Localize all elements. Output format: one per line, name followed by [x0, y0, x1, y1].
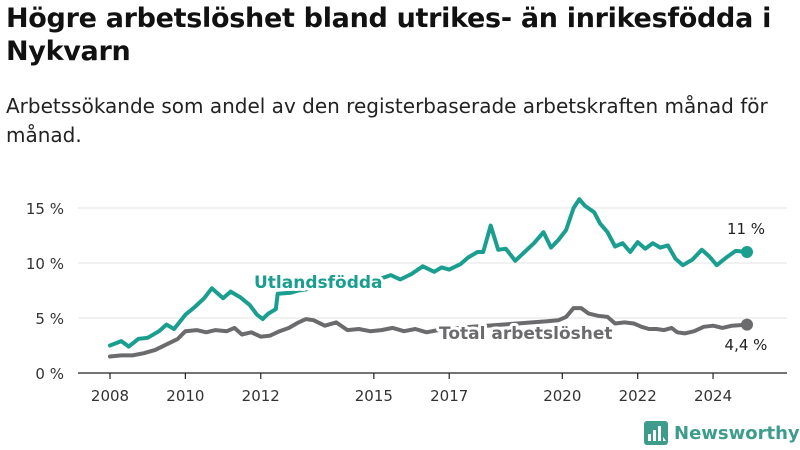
series-end-point-1 — [741, 318, 753, 331]
series-line-1 — [108, 306, 749, 359]
y-axis-tick-labels: 0 % 5 % 10 % 15 % — [26, 200, 64, 383]
x-tick-label: 2012 — [242, 387, 280, 405]
end-label-utlandsfodda: 11 % — [727, 220, 765, 238]
chart-subtitle: Arbetssökande som andel av den registerb… — [6, 94, 768, 147]
y-tick-label: 15 % — [26, 200, 64, 218]
x-tick-label: 2010 — [166, 387, 204, 405]
end-label-total: 4,4 % — [725, 336, 768, 354]
series-labels: Utlandsfödda Total arbetslöshet 11 % 4,4… — [251, 220, 768, 354]
x-tick-label: 2020 — [543, 387, 581, 405]
series-line-0 — [108, 197, 749, 349]
x-axis — [78, 372, 787, 379]
series-lines — [108, 197, 753, 359]
series-label-total: Total arbetslöshet — [439, 324, 613, 344]
x-axis-tick-labels: 2008 2010 2012 2015 2017 2020 2022 2024 — [91, 387, 732, 405]
y-tick-label: 0 % — [35, 365, 64, 383]
y-tick-label: 10 % — [26, 255, 64, 273]
line-chart: 0 %5 %10 %15 % 2008 2010 2012 2015 2017 2020 2… — [26, 197, 787, 405]
y-tick-label: 5 % — [35, 310, 64, 328]
x-tick-label: 2008 — [91, 387, 129, 405]
x-tick-label: 2024 — [694, 387, 732, 405]
chart-title: Högre arbetslöshet bland utrikes- än inr… — [6, 3, 772, 67]
x-tick-label: 2022 — [619, 387, 657, 405]
newsworthy-logo-icon — [644, 421, 668, 445]
newsworthy-logo-text: Newsworthy — [674, 422, 800, 444]
x-tick-label: 2015 — [355, 387, 393, 405]
newsworthy-logo: Newsworthy — [644, 419, 800, 447]
series-label-utlandsfodda: Utlandsfödda — [254, 273, 383, 293]
x-tick-label: 2017 — [430, 387, 468, 405]
grid-lines — [78, 207, 787, 319]
series-end-point-0 — [741, 246, 753, 258]
